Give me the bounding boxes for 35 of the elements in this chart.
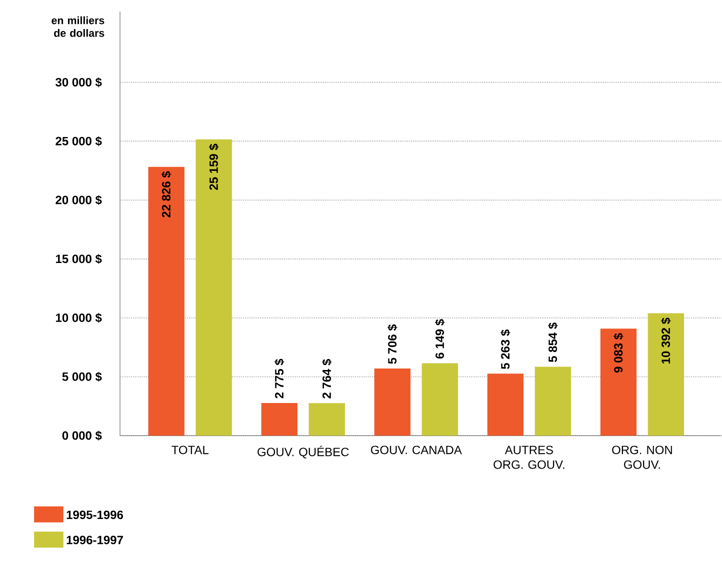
bar (196, 139, 232, 436)
y-tick-label: 20 000 $ (56, 195, 102, 206)
y-axis-title: en milliers de dollars (52, 16, 104, 37)
data-label: 25 159 $ (208, 144, 219, 190)
y-tick-label: 5 000 $ (62, 372, 102, 382)
x-tick-label: GOUV. QUÉBEC (258, 446, 349, 458)
bar (374, 368, 410, 436)
x-tick-label: ORG. NON GOUV. (612, 446, 672, 469)
legend-label: 1995-1996 (66, 510, 124, 520)
data-label: 22 826 $ (161, 171, 172, 218)
bar (487, 374, 524, 436)
data-label: 6 149 $ (434, 319, 445, 359)
bar (648, 313, 684, 436)
y-tick-label: 25 000 $ (56, 136, 102, 146)
bar (261, 402, 298, 436)
bar (148, 166, 184, 436)
data-label: 2 775 $ (274, 358, 284, 398)
x-tick-label: AUTRES ORG. GOUV. (494, 446, 564, 469)
y-tick-label: 15 000 $ (56, 254, 102, 264)
y-tick-label: 0 000 $ (62, 430, 102, 441)
data-label: 5 854 $ (548, 322, 558, 362)
y-tick-label: 10 000 $ (56, 312, 102, 323)
data-label: 9 083 $ (614, 333, 624, 373)
data-label: 5 706 $ (388, 324, 398, 364)
data-label: 2 764 $ (322, 358, 332, 398)
bar (308, 403, 345, 436)
bar (422, 363, 458, 436)
bar (534, 366, 571, 436)
y-tick-label: 30 000 $ (56, 77, 102, 88)
data-label: 10 392 $ (661, 318, 671, 364)
bar (600, 328, 637, 436)
data-label: 5 263 $ (500, 330, 510, 370)
legend-label: 1996-1997 (66, 536, 123, 544)
x-tick-label: GOUV. CANADA (370, 446, 462, 454)
x-tick-label: TOTAL (172, 446, 208, 454)
